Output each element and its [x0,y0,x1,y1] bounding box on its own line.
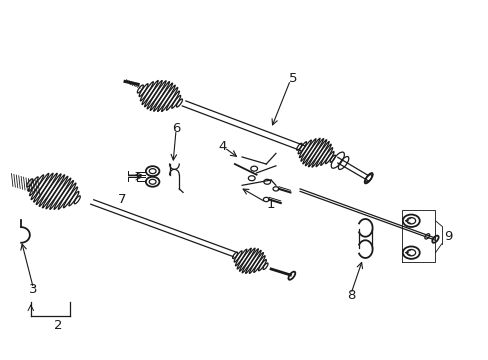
Text: 7: 7 [118,193,126,206]
Text: 3: 3 [28,283,37,296]
Text: 5: 5 [288,72,297,85]
Text: 8: 8 [346,289,354,302]
Text: 6: 6 [171,122,180,135]
Text: 1: 1 [243,189,274,211]
Text: 4: 4 [218,140,226,153]
Text: 2: 2 [54,319,62,332]
Text: 9: 9 [443,230,451,243]
